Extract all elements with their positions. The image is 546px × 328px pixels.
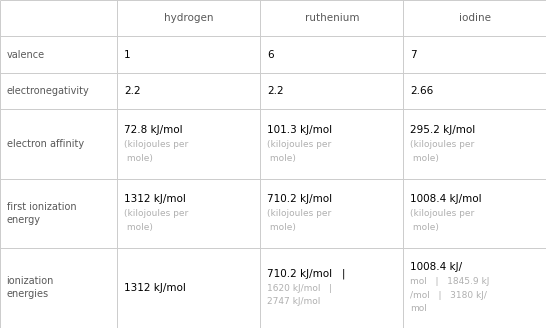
Text: (kilojoules per: (kilojoules per (410, 209, 474, 218)
Text: first ionization: first ionization (7, 202, 76, 212)
Text: mole): mole) (267, 223, 296, 232)
Text: 1312 kJ/mol: 1312 kJ/mol (124, 283, 186, 293)
Text: (kilojoules per: (kilojoules per (124, 209, 188, 218)
Text: 1008.4 kJ/: 1008.4 kJ/ (410, 262, 462, 272)
Text: 101.3 kJ/mol: 101.3 kJ/mol (267, 125, 332, 135)
Text: mole): mole) (410, 154, 439, 163)
Text: 1: 1 (124, 50, 130, 60)
Text: 6: 6 (267, 50, 274, 60)
Text: electronegativity: electronegativity (7, 86, 90, 96)
Text: (kilojoules per: (kilojoules per (410, 140, 474, 149)
Text: 1620 kJ/mol   |: 1620 kJ/mol | (267, 284, 332, 293)
Text: 295.2 kJ/mol: 295.2 kJ/mol (410, 125, 476, 135)
Text: (kilojoules per: (kilojoules per (124, 140, 188, 149)
Text: 1008.4 kJ/mol: 1008.4 kJ/mol (410, 194, 482, 204)
Text: 1312 kJ/mol: 1312 kJ/mol (124, 194, 186, 204)
Text: (kilojoules per: (kilojoules per (267, 209, 331, 218)
Text: hydrogen: hydrogen (164, 13, 213, 23)
Text: 2.2: 2.2 (267, 86, 283, 96)
Text: 2747 kJ/mol: 2747 kJ/mol (267, 297, 321, 306)
Text: mole): mole) (124, 154, 153, 163)
Text: mol: mol (410, 304, 427, 313)
Text: energies: energies (7, 289, 49, 299)
Text: mol   |   1845.9 kJ: mol | 1845.9 kJ (410, 277, 489, 286)
Text: valence: valence (7, 50, 45, 60)
Text: energy: energy (7, 215, 40, 225)
Text: 72.8 kJ/mol: 72.8 kJ/mol (124, 125, 182, 135)
Text: 710.2 kJ/mol: 710.2 kJ/mol (267, 194, 332, 204)
Text: 2.66: 2.66 (410, 86, 434, 96)
Text: electron affinity: electron affinity (7, 139, 84, 149)
Text: 2.2: 2.2 (124, 86, 140, 96)
Text: iodine: iodine (459, 13, 491, 23)
Text: 710.2 kJ/mol   |: 710.2 kJ/mol | (267, 269, 346, 279)
Text: 7: 7 (410, 50, 417, 60)
Text: mole): mole) (267, 154, 296, 163)
Text: ruthenium: ruthenium (305, 13, 359, 23)
Text: mole): mole) (410, 223, 439, 232)
Text: (kilojoules per: (kilojoules per (267, 140, 331, 149)
Text: ionization: ionization (7, 276, 54, 286)
Text: /mol   |   3180 kJ/: /mol | 3180 kJ/ (410, 291, 487, 300)
Text: mole): mole) (124, 223, 153, 232)
